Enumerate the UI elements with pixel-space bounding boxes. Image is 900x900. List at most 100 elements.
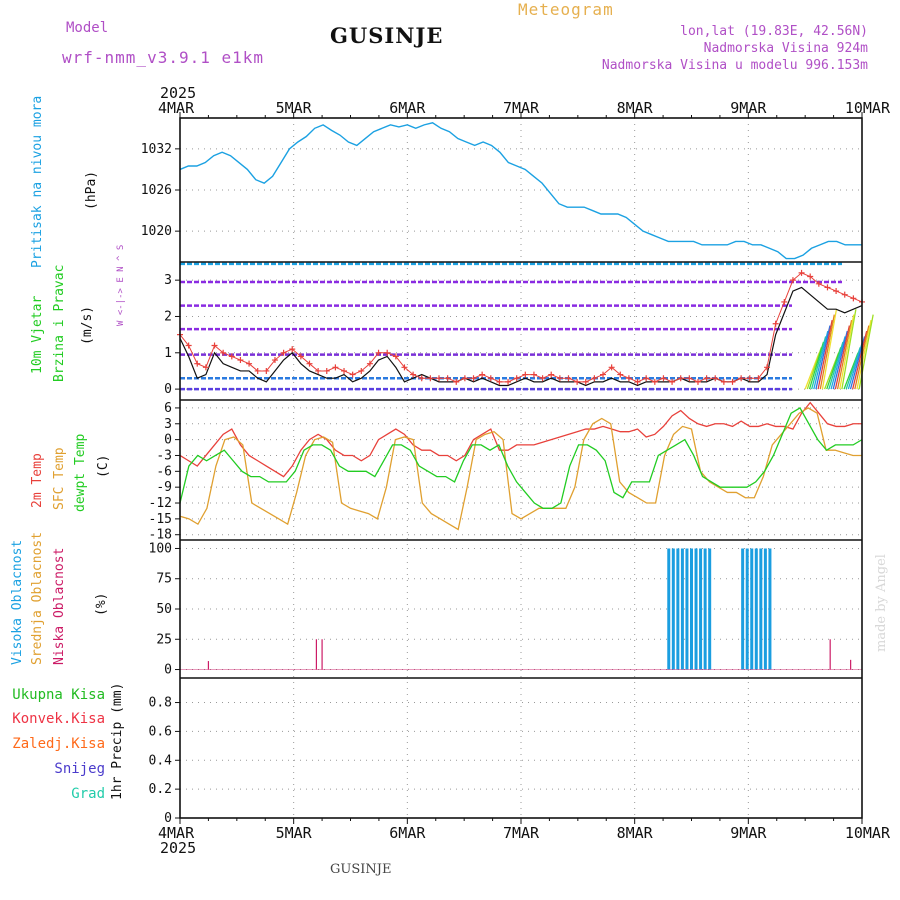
wind-gust-marker — [703, 375, 710, 382]
wind-gust-marker — [600, 371, 607, 378]
wind-gust-marker — [202, 364, 209, 371]
wind-gust-marker — [781, 298, 788, 305]
x-tick-label-bottom: 10MAR — [845, 824, 891, 842]
lonlat-label: lon,lat (19.83E, 42.56N) — [680, 24, 868, 39]
wind-gust-marker — [530, 371, 537, 378]
wind-gust-marker — [720, 378, 727, 385]
wind-gust-marker — [565, 375, 572, 382]
wind-gust-marker — [608, 364, 615, 371]
wind-gust-marker — [841, 291, 848, 298]
wind-barb — [832, 330, 848, 390]
wind-barb — [817, 319, 833, 390]
wind-gust-marker — [211, 342, 218, 349]
wind-gust-marker — [246, 360, 253, 367]
wind-barb — [856, 319, 872, 390]
wind-barb — [826, 347, 842, 390]
wind-barb — [808, 341, 825, 390]
y-tick-label: 3 — [164, 417, 172, 432]
y-tick-label: 1 — [164, 346, 172, 361]
wind-gust-marker — [194, 360, 201, 367]
year-label-top: 2025 — [160, 84, 197, 102]
y-tick-label: 50 — [156, 602, 172, 617]
wind-gust-marker — [764, 364, 771, 371]
wind-gust-marker — [418, 375, 425, 382]
wind-gust-marker — [435, 375, 442, 382]
wind-gust-marker — [522, 371, 529, 378]
wind-gust-marker — [798, 269, 805, 276]
wind-barb — [830, 336, 846, 390]
wind-gust-marker — [738, 375, 745, 382]
wind-gust-marker — [850, 295, 857, 302]
y-tick-label: 0 — [164, 382, 172, 397]
wind-gust-marker — [548, 371, 555, 378]
wind-gust-marker — [341, 367, 348, 374]
wind-gust-marker — [228, 353, 235, 360]
x-tick-label-bottom: 6MAR — [389, 824, 426, 842]
wind-barb — [845, 347, 861, 390]
wind-barb — [819, 314, 835, 390]
y-tick-label: 1026 — [141, 183, 172, 198]
wind-gust-marker — [591, 375, 598, 382]
legend-grad: Grad — [71, 786, 105, 802]
wind-gust-marker — [280, 349, 287, 356]
legend-ukupna-kisa: Ukupna Kisa — [12, 687, 105, 703]
wind-gust-marker — [694, 378, 701, 385]
wind-gust-marker — [392, 353, 399, 360]
wind-barb — [821, 309, 838, 390]
temp2m-line — [179, 401, 862, 478]
x-tick-label-bottom: 7MAR — [503, 824, 540, 842]
wind-gust-marker — [366, 360, 373, 367]
wind-gust-marker — [237, 357, 244, 364]
wind-gust-marker — [815, 280, 822, 287]
wind-gust-marker — [824, 284, 831, 291]
y-tick-label: 0.6 — [149, 724, 172, 739]
wind-gust-marker — [479, 371, 486, 378]
wind-gust-line — [179, 272, 863, 383]
wind-gust-marker — [712, 375, 719, 382]
wind-barb — [811, 336, 827, 390]
wind-barb — [815, 325, 831, 390]
wind-gust-marker — [263, 367, 270, 374]
y-tick-label: 6 — [164, 401, 172, 416]
wind-gust-marker — [772, 320, 779, 327]
x-tick-label-top: 7MAR — [503, 99, 540, 117]
wind-gust-marker — [427, 375, 434, 382]
y-tick-label: 75 — [156, 572, 172, 587]
y-tick-label: 1032 — [141, 142, 172, 157]
wind-gust-marker — [539, 375, 546, 382]
wind-barb — [828, 341, 844, 390]
wind-gust-marker — [582, 378, 589, 385]
x-tick-label-top: 4MAR — [158, 99, 195, 117]
y-tick-label: 100 — [149, 541, 172, 556]
wind-gust-marker — [332, 364, 339, 371]
y-tick-label: -12 — [149, 496, 172, 511]
wind-barb — [813, 330, 829, 390]
wind-gust-marker — [669, 378, 676, 385]
wind-gust-marker — [323, 367, 330, 374]
x-tick-label-top: 5MAR — [276, 99, 313, 117]
wind-gust-marker — [349, 371, 356, 378]
wind-barb — [841, 309, 857, 390]
wind-gust-marker — [487, 375, 494, 382]
wind-gust-marker — [686, 375, 693, 382]
legend-snijeg: Snijeg — [54, 761, 105, 777]
wind-gust-marker — [574, 378, 581, 385]
wind-gust-marker — [358, 367, 365, 374]
x-tick-label-bottom: 5MAR — [276, 824, 313, 842]
y-tick-label: 2 — [164, 309, 172, 324]
wind-gust-marker — [384, 349, 391, 356]
wind-gust-marker — [789, 277, 796, 284]
y-tick-label: 25 — [156, 632, 172, 647]
year-label-bottom: 2025 — [160, 839, 197, 857]
wind-barb — [834, 325, 851, 390]
wind-barb — [806, 347, 822, 390]
y-tick-label: -15 — [149, 512, 172, 527]
elevation-label: Nadmorska Visina 924m — [703, 41, 868, 56]
x-tick-label-top: 8MAR — [617, 99, 654, 117]
wind-gust-marker — [410, 371, 417, 378]
wind-gust-marker — [315, 367, 322, 374]
y-tick-label: -9 — [156, 480, 172, 495]
y-tick-label: 0.2 — [149, 782, 172, 797]
wind-barb — [839, 314, 855, 390]
